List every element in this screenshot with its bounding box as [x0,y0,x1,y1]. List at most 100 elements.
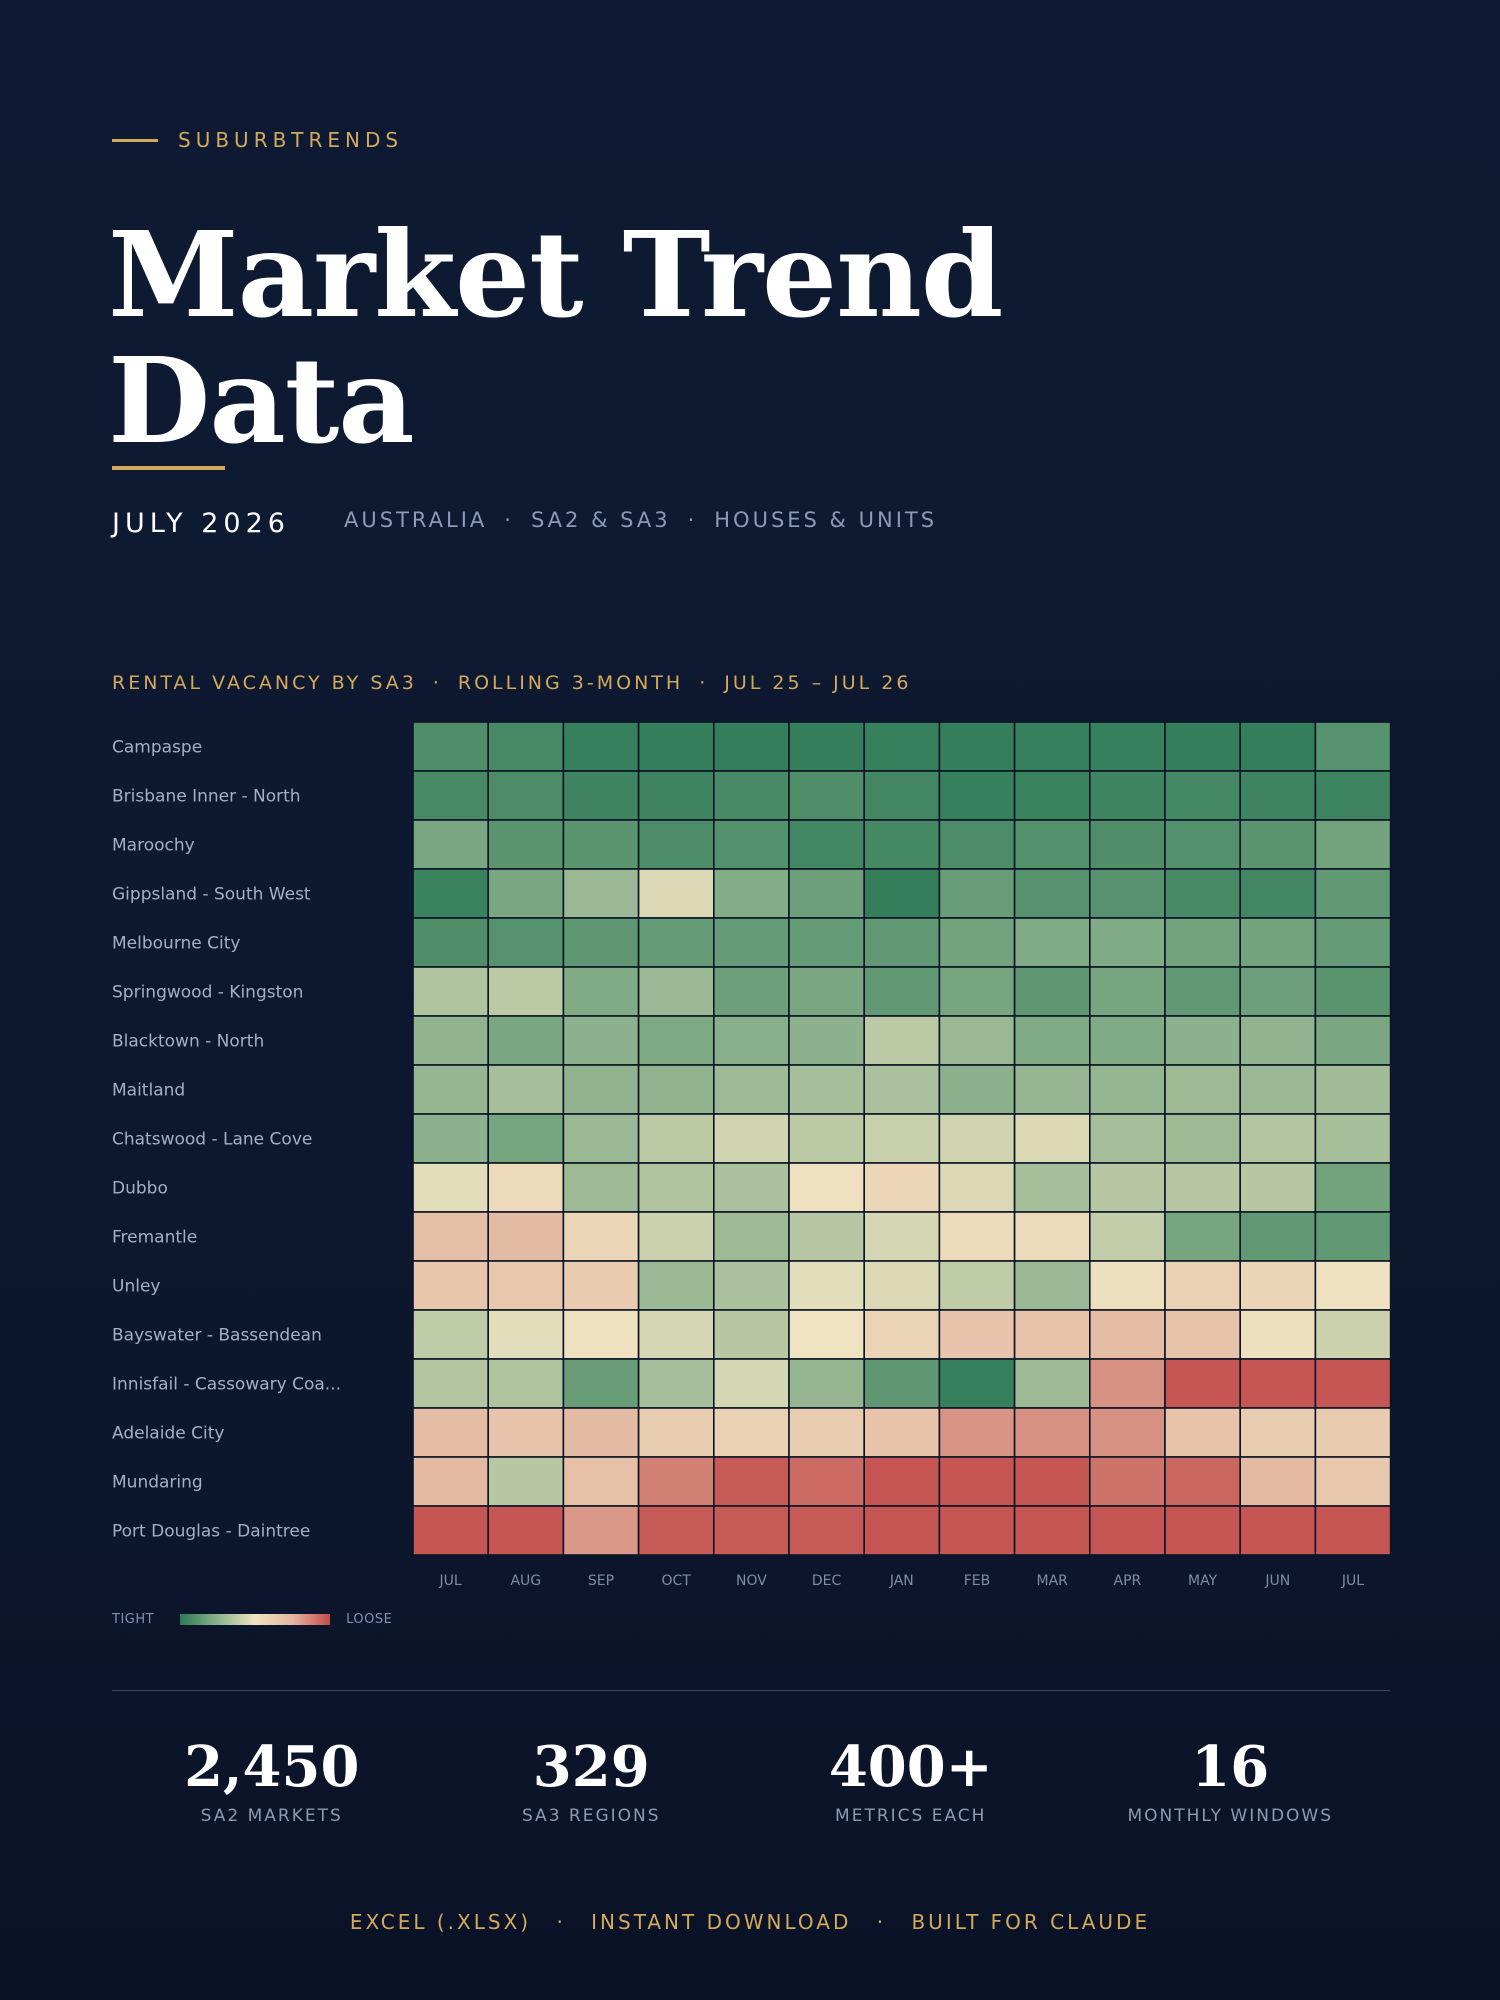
page-title: Market Trend Data [108,212,1108,464]
brand-rule [112,138,158,142]
heatmap-cell [1314,917,1392,968]
heatmap-cell [1089,1358,1166,1409]
heatmap-cell [562,1456,640,1507]
heatmap-cell [1013,1113,1091,1164]
heatmap-cell [1089,721,1166,772]
heatmap-cell [562,966,640,1017]
heatmap-cell [938,1456,1016,1507]
heatmap-cell [412,721,489,772]
column-tick-label: JUL [439,1573,462,1589]
subtitle-country: AUSTRALIA [344,508,488,532]
heatmap-cell [938,770,1016,821]
heatmap-cell [1164,1407,1241,1458]
heatmap-cell [863,1162,941,1213]
heatmap-cell [788,1309,865,1360]
footer-compatibility: BUILT FOR CLAUDE [911,1910,1151,1934]
heatmap-cell [1089,868,1166,919]
heatmap-cell [487,1456,565,1507]
heatmap-cell [788,770,865,821]
heatmap-cell [788,1015,865,1066]
heatmap-cell [1089,1505,1166,1556]
page-title-line-2: Data [108,331,415,470]
heatmap-cell [712,1456,790,1507]
heatmap-cell [412,1505,489,1556]
heatmap-cell [1164,1456,1241,1507]
heatmap-cell [1013,917,1091,968]
heatmap-cell [562,1015,640,1066]
heatmap-cell [562,770,640,821]
heatmap-cell [1164,770,1241,821]
heatmap-cell [637,1162,715,1213]
heatmap-cell [938,1015,1016,1066]
heatmap-cell [938,1113,1016,1164]
heatmap-cell [938,868,1016,919]
stat-label: SA3 REGIONS [521,1806,661,1826]
footer-separator: · [556,1910,566,1934]
heatmap-cell [412,1358,489,1409]
heatmap-cell [938,721,1016,772]
heatmap-cell [938,819,1016,870]
heatmap-cell [1089,1162,1166,1213]
heatmap-cell [487,1162,565,1213]
column-tick-label: SEP [588,1573,614,1589]
heatmap-cell [562,1407,640,1458]
heatmap-cell [562,917,640,968]
heatmap-cell [1089,1211,1166,1262]
row-label: Maroochy [112,836,195,856]
heatmap-cell [712,1358,790,1409]
stats-row: 2,450 SA2 MARKETS 329 SA3 REGIONS 400+ M… [112,1732,1390,1826]
row-label: Blacktown - North [112,1032,264,1052]
heatmap-cell [1164,1113,1241,1164]
row-label: Innisfail - Cassowary Coa... [112,1375,341,1395]
heatmap-cell [1089,966,1166,1017]
color-legend: TIGHT LOOSE [112,1612,392,1627]
heatmap-cell [1314,1358,1392,1409]
heatmap-cell [487,1505,565,1556]
heatmap-cell [487,917,565,968]
heatmap-cell [1314,1309,1392,1360]
stat-monthly-windows: 16 MONTHLY WINDOWS [1071,1732,1391,1826]
heatmap-cell [1089,819,1166,870]
heatmap-cell [1013,868,1091,919]
heatmap-cell [412,819,489,870]
heatmap-cell [863,1260,941,1311]
column-tick-label: JUL [1341,1573,1364,1589]
heatmap-cell [412,1407,489,1458]
heatmap-cell [938,917,1016,968]
heatmap-cell [712,770,790,821]
heatmap-cell [863,868,941,919]
heatmap-cell [788,1456,865,1507]
heatmap-cell [1089,1113,1166,1164]
column-tick-label: MAY [1188,1573,1218,1589]
heatmap-cell [1239,1358,1317,1409]
heatmap-cell [1239,819,1317,870]
heatmap-cell [487,1064,565,1115]
heatmap-cell [487,1015,565,1066]
heatmap-cell [1013,1309,1091,1360]
heatmap-cell [1164,1260,1241,1311]
heatmap-cell [1164,917,1241,968]
heatmap-cell [562,868,640,919]
heatmap-cell [712,1162,790,1213]
heatmap-cell [562,1260,640,1311]
heatmap-cell [637,1015,715,1066]
heatmap-cell [637,868,715,919]
heatmap-cell [1239,1505,1317,1556]
heatmap-cell [788,1162,865,1213]
heatmap-cell [562,1358,640,1409]
chart-heading-period: JUL 25 – JUL 26 [724,672,912,694]
subtitle-separator: · [687,508,698,532]
heatmap-cell [1013,1358,1091,1409]
heatmap-cell [863,1407,941,1458]
heatmap-cell [412,1113,489,1164]
subtitle-geography: SA2 & SA3 [530,508,671,532]
heatmap-cell [1089,1456,1166,1507]
heatmap-cell [938,966,1016,1017]
footer-delivery: INSTANT DOWNLOAD [591,1910,852,1934]
chart-heading-window: ROLLING 3-MONTH [457,672,684,694]
heatmap-cell [637,770,715,821]
stat-label: SA2 MARKETS [200,1806,343,1826]
heatmap-cell [1164,1309,1241,1360]
heatmap-cell [637,966,715,1017]
heatmap-cell [1239,1260,1317,1311]
